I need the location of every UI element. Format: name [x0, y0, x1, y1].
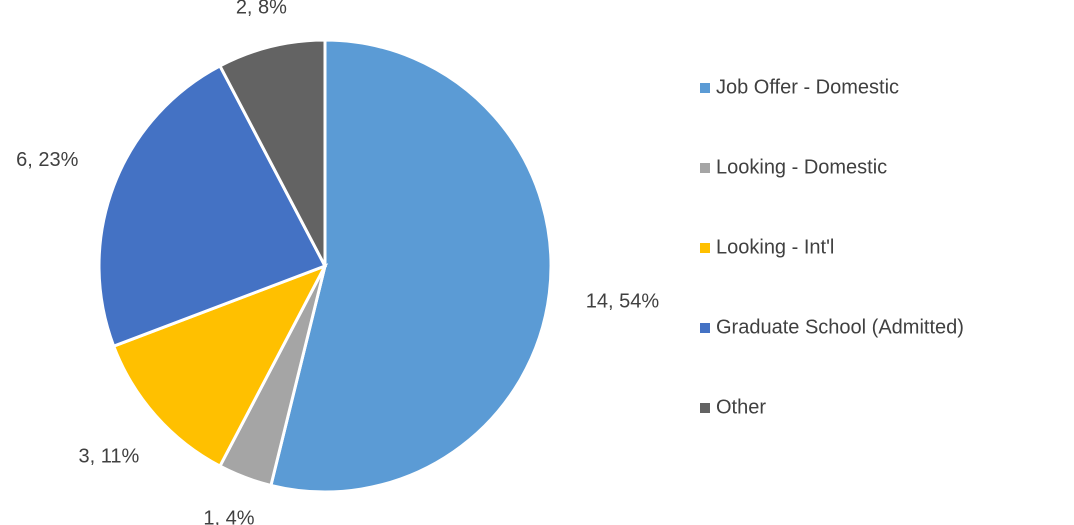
pie-slice [269, 38, 553, 494]
pie-slice [111, 263, 329, 469]
legend-swatch [700, 163, 710, 173]
legend-label: Graduate School (Admitted) [716, 316, 964, 338]
data-label: 14, 54% [586, 290, 660, 312]
legend-swatch [700, 83, 710, 93]
data-label: 2, 8% [236, 0, 287, 18]
legend-swatch [700, 403, 710, 413]
data-label: 3, 11% [79, 446, 140, 468]
legend-label: Other [716, 396, 766, 418]
pie-slice [97, 63, 328, 349]
legend-swatch [700, 243, 710, 253]
data-label: 1, 4% [203, 508, 254, 525]
pie-slice [217, 38, 327, 267]
data-label: 6, 23% [16, 149, 78, 171]
legend-swatch [700, 323, 710, 333]
legend-label: Looking - Int'l [716, 236, 834, 258]
legend-label: Looking - Domestic [716, 156, 887, 178]
legend-label: Job Offer - Domestic [716, 76, 899, 98]
